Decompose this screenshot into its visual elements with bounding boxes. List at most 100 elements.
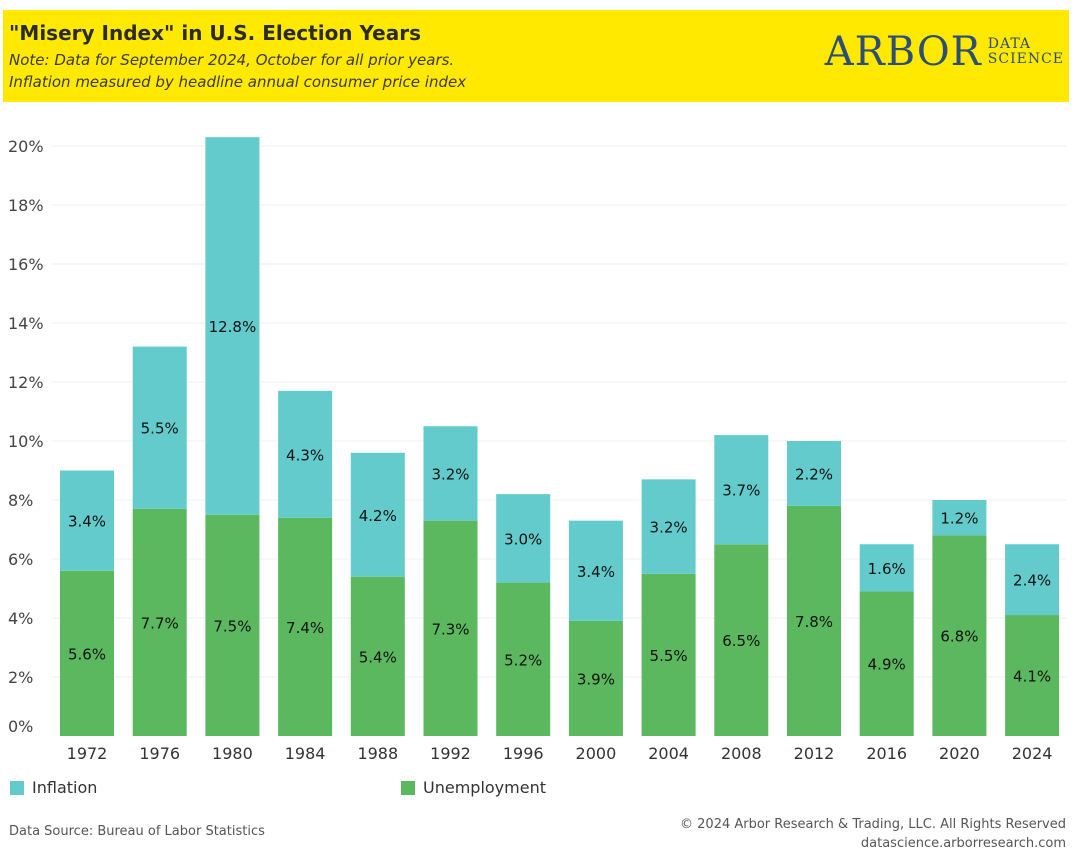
data-label-unemployment: 5.6% (68, 645, 106, 663)
bar-unemployment (641, 573, 696, 736)
y-tick-label: 6% (8, 550, 33, 569)
data-label-inflation: 5.5% (141, 420, 179, 438)
y-tick-label: 20% (8, 137, 44, 156)
bar-inflation (1005, 544, 1060, 616)
data-label-unemployment: 6.5% (722, 632, 760, 650)
bar-inflation (641, 479, 696, 574)
data-label-inflation: 2.4% (1013, 572, 1051, 590)
y-tick-label: 8% (8, 491, 33, 510)
x-tick-label: 2016 (866, 744, 907, 763)
bar-unemployment (496, 582, 551, 736)
bar-inflation (496, 494, 551, 583)
bar-inflation (423, 426, 478, 521)
data-label-unemployment: 5.4% (359, 648, 397, 666)
data-label-inflation: 2.2% (795, 465, 833, 483)
y-tick-label: 2% (8, 668, 33, 687)
x-tick-label: 1972 (67, 744, 108, 763)
bar-inflation (859, 544, 914, 592)
website-link[interactable]: datascience.arborresearch.com (860, 836, 1066, 851)
bar-unemployment (1005, 615, 1060, 736)
data-label-unemployment: 4.1% (1013, 668, 1051, 686)
bar-unemployment (132, 508, 187, 736)
x-tick-label: 2012 (794, 744, 835, 763)
logo-sub: DATA SCIENCE (988, 37, 1064, 67)
x-tick-label: 2020 (939, 744, 980, 763)
copyright-text: © 2024 Arbor Research & Trading, LLC. Al… (680, 817, 1066, 832)
x-tick-label: 1976 (139, 744, 180, 763)
legend-inflation-label: Inflation (32, 778, 98, 797)
data-label-unemployment: 5.5% (650, 647, 688, 665)
data-label-unemployment: 3.9% (577, 670, 615, 688)
y-tick-label: 18% (8, 196, 44, 215)
chart-title: "Misery Index" in U.S. Election Years (9, 21, 421, 45)
x-tick-label: 2000 (576, 744, 617, 763)
data-label-inflation: 3.7% (722, 482, 760, 500)
bar-inflation (714, 435, 769, 545)
x-tick-label: 2008 (721, 744, 762, 763)
x-tick-label: 1988 (357, 744, 398, 763)
bar-unemployment (568, 620, 623, 736)
data-label-inflation: 1.2% (940, 510, 978, 528)
x-tick-label: 1992 (430, 744, 471, 763)
x-tick-label: 1996 (503, 744, 544, 763)
bar-inflation (60, 470, 114, 571)
legend-unemployment-swatch (401, 780, 415, 795)
bar-unemployment (714, 544, 769, 736)
data-label-inflation: 3.0% (504, 530, 542, 548)
bar-unemployment (932, 535, 987, 736)
data-label-inflation: 3.2% (431, 465, 469, 483)
bar-inflation (568, 520, 623, 621)
chart-note-line2: Inflation measured by headline annual co… (9, 73, 467, 91)
data-label-unemployment: 4.9% (868, 656, 906, 674)
data-label-inflation: 3.2% (650, 519, 688, 537)
legend-unemployment: Unemployment (401, 778, 546, 797)
x-tick-label: 2024 (1012, 744, 1053, 763)
data-label-inflation: 3.4% (577, 563, 615, 581)
logo-main-text: ARBOR (824, 29, 982, 75)
data-label-inflation: 4.2% (359, 507, 397, 525)
y-tick-label: 4% (8, 609, 33, 628)
stacked-bar-chart: 0% 2% 4% 6% 8% 10% 12% 14% 16% 18% 20% 5.6% 3.4% 1972… (8, 137, 1066, 763)
logo-sub-top: DATA (987, 36, 1032, 52)
bar-unemployment (787, 505, 841, 736)
bar-unemployment (60, 570, 114, 736)
bar-inflation (787, 441, 841, 506)
data-label-unemployment: 7.3% (431, 620, 469, 638)
data-label-inflation: 12.8% (209, 318, 257, 336)
bar-inflation (932, 500, 987, 536)
bar-unemployment (278, 517, 333, 736)
data-label-unemployment: 7.5% (213, 617, 251, 635)
y-tick-label: 12% (8, 373, 44, 392)
legend-inflation-swatch (10, 780, 24, 795)
bar-inflation (132, 346, 187, 509)
x-tick-label: 1980 (212, 744, 253, 763)
data-label-unemployment: 7.8% (795, 613, 833, 631)
data-label-unemployment: 6.8% (940, 628, 978, 646)
y-tick-label: 16% (8, 255, 44, 274)
bar-unemployment (350, 576, 405, 736)
x-tick-label: 1984 (285, 744, 326, 763)
data-label-inflation: 3.4% (68, 513, 106, 531)
logo-sub-bottom: SCIENCE (987, 51, 1064, 67)
bar-unemployment (205, 514, 260, 736)
data-label-inflation: 4.3% (286, 446, 324, 464)
bar-unemployment (423, 520, 478, 736)
bar-unemployment (859, 591, 914, 736)
y-tick-label: 0% (8, 717, 33, 736)
data-label-unemployment: 7.7% (141, 614, 179, 632)
x-tick-label: 2004 (648, 744, 689, 763)
bar-inflation (350, 452, 405, 577)
header-banner (3, 10, 1069, 102)
data-label-inflation: 1.6% (868, 560, 906, 578)
data-label-unemployment: 5.2% (504, 651, 542, 669)
chart-note-line1: Note: Data for September 2024, October f… (9, 51, 455, 69)
legend-inflation: Inflation (10, 778, 97, 797)
y-tick-label: 14% (8, 314, 44, 333)
data-label-unemployment: 7.4% (286, 619, 324, 637)
legend-unemployment-label: Unemployment (423, 778, 546, 797)
data-source: Data Source: Bureau of Labor Statistics (9, 824, 265, 839)
y-tick-label: 10% (8, 432, 44, 451)
arbor-logo: ARBOR DATA SCIENCE (825, 28, 1064, 76)
footer-credits: © 2024 Arbor Research & Trading, LLC. Al… (680, 815, 1066, 853)
bar-inflation (205, 137, 260, 515)
